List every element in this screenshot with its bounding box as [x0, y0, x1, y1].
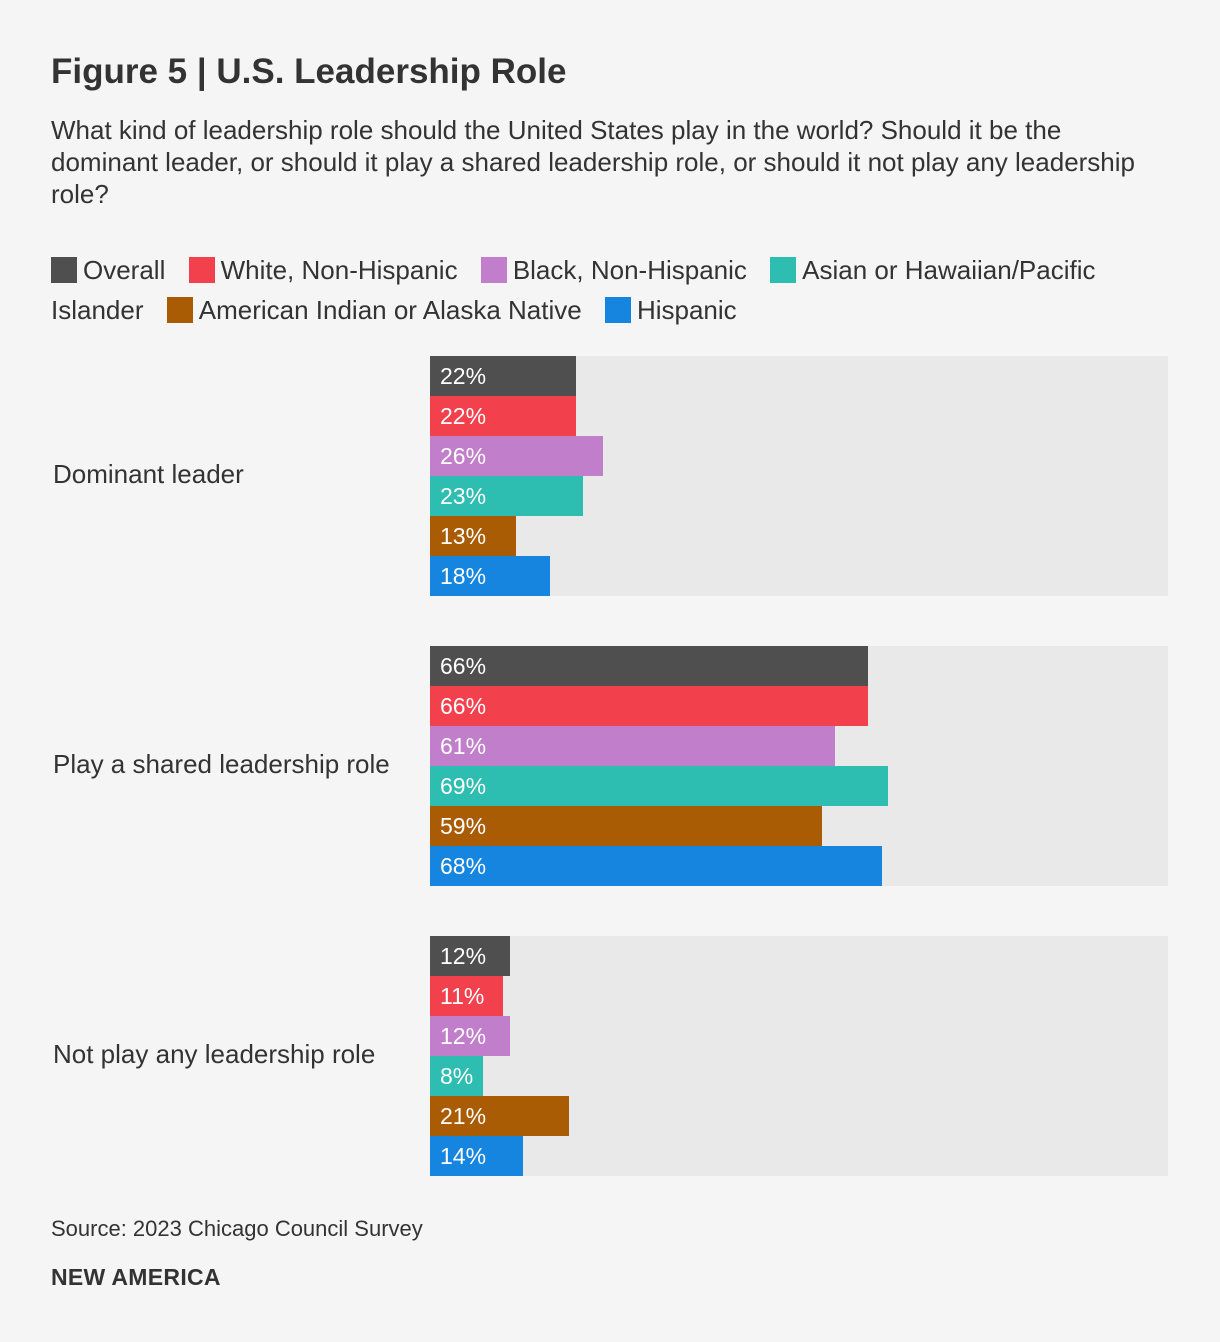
bar-value-label: 61%	[440, 733, 487, 759]
legend-item: American Indian or Alaska Native	[166, 295, 582, 325]
bar: 22%	[430, 396, 576, 436]
bar-track	[430, 646, 1168, 886]
legend-swatch	[166, 297, 193, 323]
legend-label: Black, Non-Hispanic	[512, 255, 747, 285]
bar-track	[430, 936, 1168, 1176]
legend-label: Overall	[83, 255, 166, 285]
bar: 21%	[430, 1096, 569, 1136]
bar: 66%	[430, 686, 868, 726]
bar: 69%	[430, 766, 888, 806]
bar: 14%	[430, 1136, 523, 1176]
bar-track	[430, 356, 1168, 596]
legend-item: Overall	[51, 255, 165, 285]
bar-value-label: 66%	[440, 693, 487, 719]
bar-value-label: 8%	[440, 1063, 474, 1089]
bar: 61%	[430, 726, 835, 766]
bar-value-label: 11%	[440, 983, 485, 1009]
bar: 12%	[430, 936, 510, 976]
bar-value-label: 59%	[440, 813, 487, 839]
bar: 59%	[430, 806, 822, 846]
legend-item: Asian or Hawaiian/Pacific Islander	[51, 255, 1096, 325]
chart-title: Figure 5 | U.S. Leadership Role	[51, 52, 567, 91]
bar-value-label: 18%	[440, 563, 487, 589]
bar: 66%	[430, 646, 868, 686]
category-label: Not play any leadership role	[53, 1039, 376, 1069]
bar-value-label: 22%	[440, 403, 487, 429]
bar: 11%	[430, 976, 503, 1016]
bar-value-label: 12%	[440, 943, 487, 969]
bar-value-label: 66%	[440, 653, 487, 679]
legend-label: American Indian or Alaska Native	[198, 295, 582, 325]
brand-logo-text: NEW AMERICA	[51, 1264, 221, 1290]
legend-swatch	[480, 257, 507, 283]
legend-swatch	[770, 257, 797, 283]
bar: 12%	[430, 1016, 510, 1056]
chart-subtitle: What kind of leadership role should the …	[51, 115, 1136, 209]
legend-label: Asian or Hawaiian/Pacific Islander	[51, 255, 1096, 325]
bar-value-label: 23%	[440, 483, 487, 509]
legend-item: White, Non-Hispanic	[188, 255, 458, 285]
legend-label: White, Non-Hispanic	[220, 255, 458, 285]
legend-swatch	[51, 257, 77, 283]
bar: 23%	[430, 476, 583, 516]
bar-value-label: 13%	[440, 523, 487, 549]
legend-swatch	[188, 257, 215, 283]
bar-value-label: 26%	[440, 443, 487, 469]
bar: 18%	[430, 556, 550, 596]
legend-swatch	[604, 297, 631, 323]
chart-legend: Overall White, Non-Hispanic Black, Non-H…	[51, 250, 1171, 330]
bar: 68%	[430, 846, 882, 886]
bar: 13%	[430, 516, 516, 556]
legend-item: Black, Non-Hispanic	[480, 255, 747, 285]
bar: 8%	[430, 1056, 483, 1096]
legend-item: Hispanic	[604, 295, 737, 325]
source-note: Source: 2023 Chicago Council Survey	[51, 1216, 423, 1241]
bar-value-label: 69%	[440, 773, 487, 799]
bar: 26%	[430, 436, 603, 476]
bar-value-label: 22%	[440, 363, 487, 389]
legend-label: Hispanic	[636, 295, 737, 325]
bar-value-label: 21%	[440, 1103, 487, 1129]
bar-value-label: 68%	[440, 853, 487, 879]
bar: 22%	[430, 356, 576, 396]
bar-value-label: 12%	[440, 1023, 487, 1049]
category-label: Dominant leader	[53, 459, 244, 489]
bar-value-label: 14%	[440, 1143, 487, 1169]
category-label: Play a shared leadership role	[53, 749, 390, 779]
